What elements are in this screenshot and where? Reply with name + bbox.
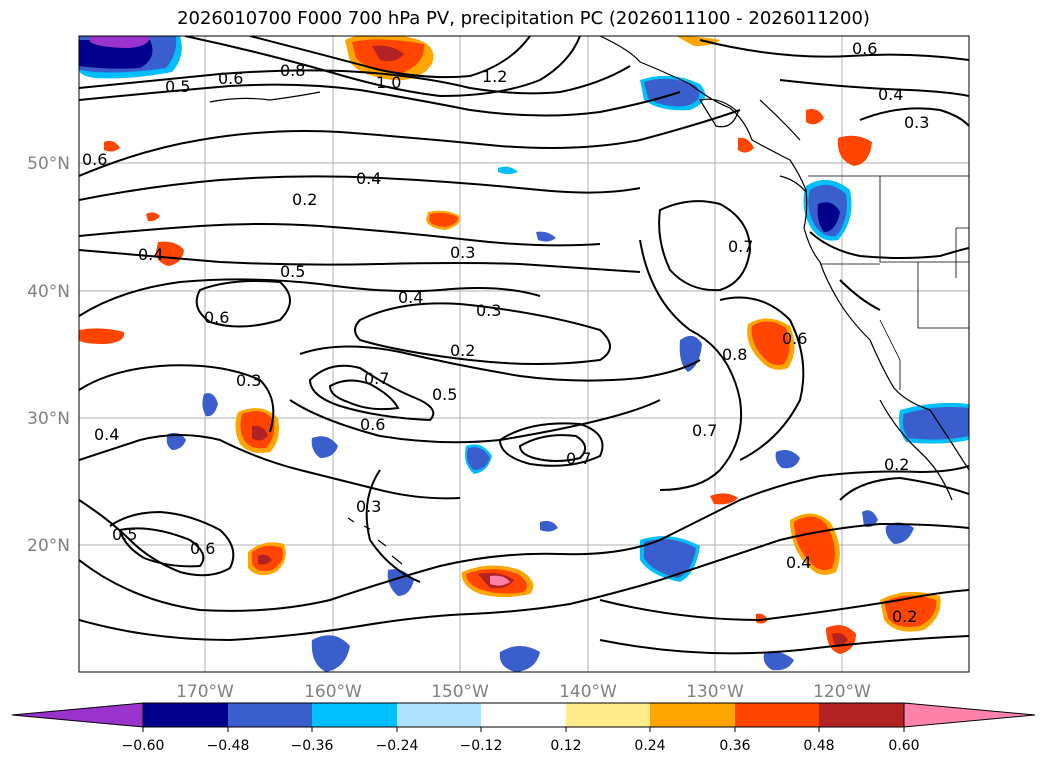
colorbar: −0.60 −0.48 −0.36 −0.24 −0.12 0.12 0.24 … xyxy=(11,702,1036,754)
contour-label: 0.8 xyxy=(280,61,305,80)
contour-label: 0.6 xyxy=(82,150,107,169)
contour-label: 0.5 xyxy=(165,77,190,96)
colorbar-tick-label: 0.48 xyxy=(803,738,834,754)
colorbar-extend-low xyxy=(11,702,144,728)
latitude-labels: 50°N 40°N 30°N 20°N xyxy=(27,154,70,556)
colorbar-tick-label: −0.48 xyxy=(207,738,250,754)
contour-label: 0.4 xyxy=(786,553,811,572)
contour-label: 0.7 xyxy=(728,237,753,256)
contour-label: 0.3 xyxy=(904,113,929,132)
precip-negative-blobs xyxy=(79,36,969,672)
colorbar-tick-label: 0.24 xyxy=(634,738,665,754)
contour-label: 0.6 xyxy=(204,308,229,327)
gridlines xyxy=(79,36,969,672)
contour-label: 0.3 xyxy=(236,371,261,390)
contour-label: 0.2 xyxy=(892,607,917,626)
colorbar-tick-label: −0.24 xyxy=(376,738,419,754)
contour-label: 0.6 xyxy=(218,69,243,88)
contour-label: 0.8 xyxy=(722,345,747,364)
contour-labels: 0.6 0.8 0.5 1.0 1.2 0.6 0.4 0.3 0.6 0.4 … xyxy=(82,39,929,626)
lon-label: 130°W xyxy=(686,682,744,702)
colorbar-segment xyxy=(735,703,819,727)
contour-label: 0.7 xyxy=(566,449,591,468)
contour-label: 0.5 xyxy=(432,385,457,404)
contour-label: 0.4 xyxy=(878,85,903,104)
contour-label: 0.6 xyxy=(190,539,215,558)
lat-label: 20°N xyxy=(27,536,70,556)
contour-label: 1.0 xyxy=(376,73,401,92)
borders xyxy=(808,175,969,390)
contour-label: 0.4 xyxy=(356,169,381,188)
longitude-labels: 170°W 160°W 150°W 140°W 130°W 120°W xyxy=(176,682,871,702)
lon-label: 120°W xyxy=(813,682,871,702)
lon-label: 140°W xyxy=(559,682,617,702)
map-frame xyxy=(78,35,970,673)
coastlines xyxy=(209,36,969,565)
colorbar-tick-label: 0.12 xyxy=(550,738,581,754)
contour-label: 0.6 xyxy=(852,39,877,58)
colorbar-extend-high xyxy=(903,702,1036,728)
contour-label: 1.2 xyxy=(482,67,507,86)
pv-contours xyxy=(79,36,969,655)
lon-label: 160°W xyxy=(304,682,362,702)
colorbar-tick-label: −0.12 xyxy=(460,738,503,754)
contour-label: 0.3 xyxy=(476,301,501,320)
colorbar-segment xyxy=(312,703,397,727)
map-panel: 0.6 0.8 0.5 1.0 1.2 0.6 0.4 0.3 0.6 0.4 … xyxy=(79,36,969,672)
contour-label: 0.4 xyxy=(138,245,163,264)
colorbar-segment xyxy=(397,703,481,727)
contour-label: 0.5 xyxy=(280,262,305,281)
colorbar-tick-label: −0.36 xyxy=(291,738,334,754)
contour-label: 0.4 xyxy=(94,425,119,444)
lat-label: 30°N xyxy=(27,409,70,429)
lon-label: 170°W xyxy=(176,682,234,702)
colorbar-segment xyxy=(819,703,904,727)
contour-label: 0.4 xyxy=(398,288,423,307)
contour-label: 0.2 xyxy=(884,455,909,474)
contour-label: 0.3 xyxy=(450,243,475,262)
lat-label: 50°N xyxy=(27,154,70,174)
contour-label: 0.7 xyxy=(364,369,389,388)
contour-label: 0.6 xyxy=(360,415,385,434)
lat-label: 40°N xyxy=(27,282,70,302)
contour-label: 0.6 xyxy=(782,329,807,348)
colorbar-segment xyxy=(650,703,735,727)
map-title: 2026010700 F000 700 hPa PV, precipitatio… xyxy=(177,8,870,29)
contour-label: 0.7 xyxy=(692,421,717,440)
contour-label: 0.5 xyxy=(112,525,137,544)
colorbar-tick-label: 0.36 xyxy=(719,738,750,754)
colorbar-segment xyxy=(481,703,566,727)
colorbar-segment xyxy=(566,703,650,727)
colorbar-tick-label: 0.60 xyxy=(888,738,919,754)
contour-label: 0.2 xyxy=(450,341,475,360)
lon-label: 150°W xyxy=(431,682,489,702)
colorbar-segment xyxy=(143,703,228,727)
contour-label: 0.3 xyxy=(356,497,381,516)
colorbar-segment xyxy=(228,703,312,727)
contour-label: 0.2 xyxy=(292,190,317,209)
colorbar-tick-label: −0.60 xyxy=(122,738,165,754)
